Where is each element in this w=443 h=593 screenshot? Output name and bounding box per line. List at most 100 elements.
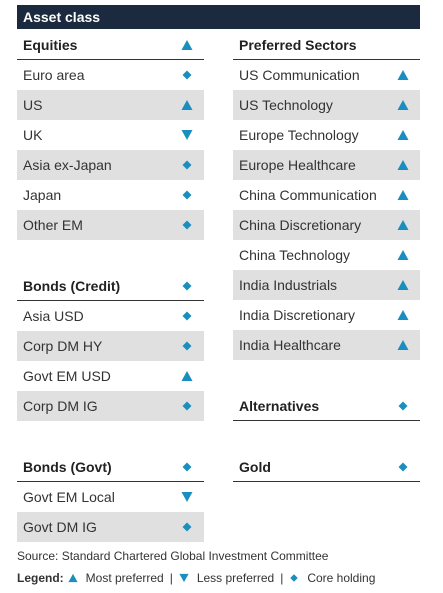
bond-credit-row: Corp DM IG (17, 391, 204, 421)
up-triangle-icon (180, 90, 194, 120)
row-label: Europe Healthcare (239, 157, 356, 173)
up-triangle-icon (396, 210, 410, 240)
legend-less-preferred: Less preferred (179, 571, 274, 585)
sector-row: China Communication (233, 180, 420, 210)
row-label: India Discretionary (239, 307, 355, 323)
legend: Legend: Most preferred | Less preferred … (17, 571, 375, 585)
right-column: Preferred Sectors US Communication US Te… (233, 30, 420, 482)
down-triangle-icon (179, 573, 193, 583)
diamond-icon (180, 180, 194, 210)
diamond-icon (180, 391, 194, 421)
sector-row: China Discretionary (233, 210, 420, 240)
bond-credit-row: Corp DM HY (17, 331, 204, 361)
row-label: Japan (23, 187, 62, 203)
diamond-icon (396, 452, 410, 482)
up-triangle-icon (396, 180, 410, 210)
sector-row: Europe Technology (233, 120, 420, 150)
diamond-icon (289, 573, 303, 583)
gold-header-label: Gold (239, 459, 271, 475)
row-label: Govt DM IG (23, 519, 97, 535)
gold-header: Gold (233, 452, 420, 482)
diamond-icon (180, 60, 194, 90)
up-triangle-icon (396, 150, 410, 180)
equity-row: US (17, 90, 204, 120)
sector-row: China Technology (233, 240, 420, 270)
row-label: India Industrials (239, 277, 338, 293)
diamond-icon (180, 210, 194, 240)
sector-row: US Communication (233, 60, 420, 90)
equity-row: UK (17, 120, 204, 150)
diamond-icon (180, 271, 194, 301)
up-triangle-icon (396, 240, 410, 270)
bond-govt-row: Govt EM Local (17, 482, 204, 512)
row-label: Europe Technology (239, 127, 359, 143)
bond-credit-row: Govt EM USD (17, 361, 204, 391)
source-note: Source: Standard Chartered Global Invest… (17, 549, 329, 563)
row-label: China Discretionary (239, 217, 362, 233)
row-label: US Communication (239, 67, 360, 83)
bonds-govt-header-label: Bonds (Govt) (23, 459, 112, 475)
row-label: China Technology (239, 247, 351, 263)
preferred-sectors-header-label: Preferred Sectors (239, 37, 357, 53)
preferred-sectors-header: Preferred Sectors (233, 30, 420, 60)
diamond-icon (180, 512, 194, 542)
left-column: Equities Euro area US UK Asia ex-Japan J… (17, 30, 204, 542)
diamond-icon (396, 391, 410, 421)
row-label: Govt EM USD (23, 368, 111, 384)
row-label: US (23, 97, 43, 113)
down-triangle-icon (180, 120, 194, 150)
sector-row: Europe Healthcare (233, 150, 420, 180)
bonds-credit-header-label: Bonds (Credit) (23, 278, 121, 294)
row-label: US Technology (239, 97, 333, 113)
legend-separator: | (169, 571, 173, 585)
up-triangle-icon (396, 120, 410, 150)
up-triangle-icon (396, 90, 410, 120)
diamond-icon (180, 452, 194, 482)
legend-less-preferred-label: Less preferred (196, 571, 275, 585)
row-label: India Healthcare (239, 337, 341, 353)
up-triangle-icon (68, 573, 82, 583)
diamond-icon (180, 331, 194, 361)
row-label: Asia ex-Japan (23, 157, 112, 173)
diamond-icon (180, 150, 194, 180)
row-label: UK (23, 127, 43, 143)
down-triangle-icon (180, 482, 194, 512)
legend-most-preferred: Most preferred (68, 571, 164, 585)
sector-row: India Industrials (233, 270, 420, 300)
up-triangle-icon (180, 30, 194, 60)
legend-core-holding: Core holding (289, 571, 375, 585)
equities-header: Equities (17, 30, 204, 60)
up-triangle-icon (396, 300, 410, 330)
legend-most-preferred-label: Most preferred (85, 571, 164, 585)
spacer (17, 240, 204, 271)
row-label: Corp DM IG (23, 398, 98, 414)
row-label: Govt EM Local (23, 489, 115, 505)
up-triangle-icon (396, 60, 410, 90)
sector-row: India Healthcare (233, 330, 420, 360)
row-label: Asia USD (23, 308, 84, 324)
alternatives-header-label: Alternatives (239, 398, 320, 414)
equity-row: Euro area (17, 60, 204, 90)
row-label: Other EM (23, 217, 83, 233)
bonds-govt-header: Bonds (Govt) (17, 452, 204, 482)
row-label: Corp DM HY (23, 338, 103, 354)
legend-separator: | (280, 571, 284, 585)
equity-row: Japan (17, 180, 204, 210)
sector-row: US Technology (233, 90, 420, 120)
alternatives-header: Alternatives (233, 391, 420, 421)
legend-core-holding-label: Core holding (307, 571, 376, 585)
row-label: Euro area (23, 67, 85, 83)
up-triangle-icon (396, 330, 410, 360)
up-triangle-icon (180, 361, 194, 391)
bond-credit-row: Asia USD (17, 301, 204, 331)
equity-row: Asia ex-Japan (17, 150, 204, 180)
up-triangle-icon (396, 270, 410, 300)
diamond-icon (180, 301, 194, 331)
spacer (17, 421, 204, 452)
bonds-credit-header: Bonds (Credit) (17, 271, 204, 301)
spacer (233, 421, 420, 452)
asset-class-header: Asset class (17, 5, 420, 29)
bond-govt-row: Govt DM IG (17, 512, 204, 542)
legend-label: Legend: (17, 571, 64, 585)
row-label: China Communication (239, 187, 377, 203)
